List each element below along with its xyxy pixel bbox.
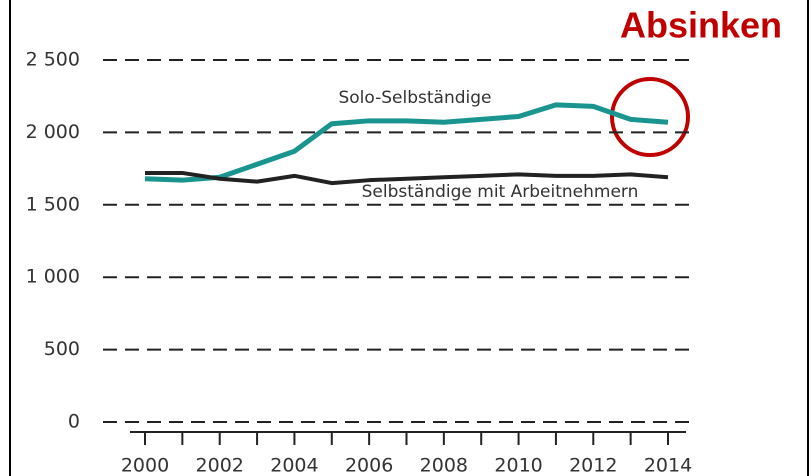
y-tick-label: 1 000 [26,266,80,288]
line-series [145,170,669,186]
x-tick-label: 2000 [121,455,169,476]
y-tick-label: 2 000 [26,121,80,143]
annotation: Absinken [620,5,782,46]
y-tick-label: 2 500 [26,49,80,71]
series-label: Solo-Selbständige [338,88,491,108]
y-tick-label: 1 500 [26,193,80,215]
highlight-circle [610,77,690,157]
x-tick-label: 2008 [420,455,468,476]
x-tick-label: 2006 [345,455,393,476]
y-tick-label: 0 [68,411,80,433]
series-label: Selbständige mit Arbeitnehmern [362,182,639,202]
x-tick-label: 2010 [494,455,542,476]
x-tick-label: 2002 [196,455,244,476]
x-tick-label: 2012 [569,455,617,476]
line-series [144,102,669,183]
y-tick-label: 500 [44,338,80,360]
x-tick-label: 2014 [644,455,692,476]
x-tick-label: 2004 [270,455,318,476]
